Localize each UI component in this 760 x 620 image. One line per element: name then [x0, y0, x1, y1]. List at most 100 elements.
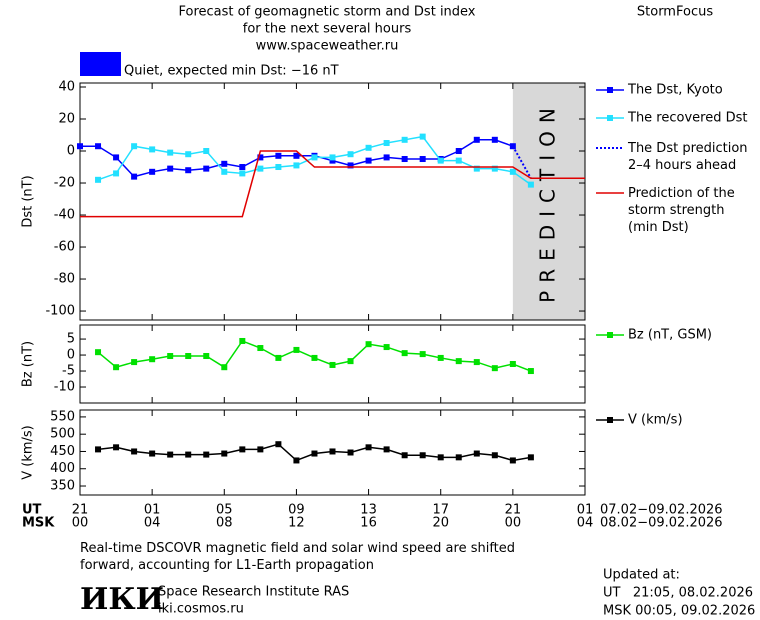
x-tick-label: 21	[72, 503, 89, 518]
series-marker	[167, 149, 174, 156]
series-marker	[221, 168, 228, 175]
series-marker	[437, 157, 444, 164]
series-marker	[149, 168, 156, 175]
updated-msk: MSK 00:05, 09.02.2026	[603, 604, 755, 619]
series-marker	[401, 136, 408, 143]
institute: Space Research Institute RAS	[158, 585, 349, 600]
series-marker	[383, 446, 390, 453]
series-marker	[239, 170, 246, 177]
series-marker	[239, 446, 246, 453]
x-tick-label: 04	[577, 516, 594, 531]
plot-frame	[79, 324, 586, 404]
series-marker	[491, 136, 498, 143]
series-marker	[401, 350, 408, 357]
series-marker	[365, 444, 372, 451]
legend-marker	[607, 417, 613, 423]
series-marker	[383, 344, 390, 351]
series-marker	[185, 451, 192, 458]
series-marker	[257, 165, 264, 172]
x-row-name: MSK	[22, 516, 55, 531]
title: for the next several hours	[243, 22, 412, 37]
y-tick-label: 5	[67, 332, 75, 347]
legend-marker	[607, 115, 613, 121]
updated-title: Updated at:	[603, 568, 680, 583]
footer-note: Real-time DSCOVR magnetic field and sola…	[80, 541, 515, 573]
series-marker	[329, 448, 336, 455]
series-marker	[383, 154, 390, 161]
series-marker	[185, 167, 192, 174]
y-axis-label: Dst (nT)	[21, 175, 36, 227]
series-marker	[275, 354, 282, 361]
series-marker	[149, 450, 156, 457]
x-tick-label: 17	[432, 503, 449, 518]
series-marker	[401, 452, 408, 459]
series-marker	[509, 457, 516, 464]
series-marker	[149, 146, 156, 153]
x-tick-label: 04	[144, 516, 161, 531]
series-marker	[185, 151, 192, 158]
brand: StormFocus	[637, 5, 713, 20]
series-marker	[131, 173, 138, 180]
logo: ИКИ	[80, 582, 164, 617]
y-tick-label: -60	[54, 240, 75, 255]
y-tick-label: 500	[50, 427, 75, 442]
series-marker	[455, 358, 462, 365]
series-marker	[293, 346, 300, 353]
series-marker	[509, 361, 516, 367]
y-tick-label: -5	[62, 364, 75, 379]
x-tick-label: 05	[216, 503, 233, 518]
series-marker	[329, 154, 336, 161]
series-line	[80, 150, 585, 218]
series-marker	[347, 162, 354, 169]
series-marker	[293, 152, 300, 159]
updated-ut: UT 21:05, 08.02.2026	[603, 586, 753, 601]
series-marker	[401, 156, 408, 163]
series-marker	[257, 446, 264, 453]
series-marker	[329, 157, 336, 164]
site: iki.cosmos.ru	[158, 602, 244, 617]
y-axis-label: Bz (nT)	[21, 341, 36, 387]
x-tick-label: 08	[216, 516, 233, 531]
x-tick-label: 01	[144, 503, 161, 518]
series-marker	[527, 368, 534, 375]
series-marker	[527, 454, 534, 461]
series-marker	[527, 181, 534, 188]
title: www.spaceweather.ru	[256, 39, 399, 54]
series-marker	[203, 451, 210, 458]
series-marker	[311, 154, 318, 161]
x-tick-label: 12	[288, 516, 305, 531]
series-marker	[131, 359, 138, 366]
series-marker	[203, 165, 210, 172]
series-marker	[455, 157, 462, 164]
y-tick-label: 550	[50, 409, 75, 424]
series-marker	[275, 152, 282, 159]
series-marker	[473, 165, 480, 172]
series-marker	[329, 361, 336, 368]
legend-label: Bz (nT, GSM)	[628, 328, 712, 343]
series-marker	[203, 353, 210, 360]
series-marker	[473, 450, 480, 457]
series-marker	[113, 444, 120, 451]
legend-label: V (km/s)	[628, 413, 683, 428]
status-swatch	[80, 52, 121, 76]
title: Forecast of geomagnetic storm and Dst in…	[178, 5, 475, 20]
series-marker	[293, 162, 300, 169]
series-marker	[131, 448, 138, 455]
legend-label: The recovered Dst	[627, 111, 747, 126]
y-tick-label: 0	[67, 144, 75, 159]
series-marker	[419, 351, 426, 358]
y-tick-label: 350	[50, 479, 75, 494]
series-marker	[221, 160, 228, 167]
series-marker	[383, 140, 390, 147]
series-marker	[95, 176, 102, 183]
prediction-zone	[512, 83, 585, 320]
x-tick-label: 13	[360, 503, 377, 518]
series-marker	[257, 345, 264, 352]
series-marker	[491, 452, 498, 459]
series-marker	[491, 165, 498, 172]
x-tick-label: 00	[72, 516, 89, 531]
series-marker	[293, 457, 300, 464]
